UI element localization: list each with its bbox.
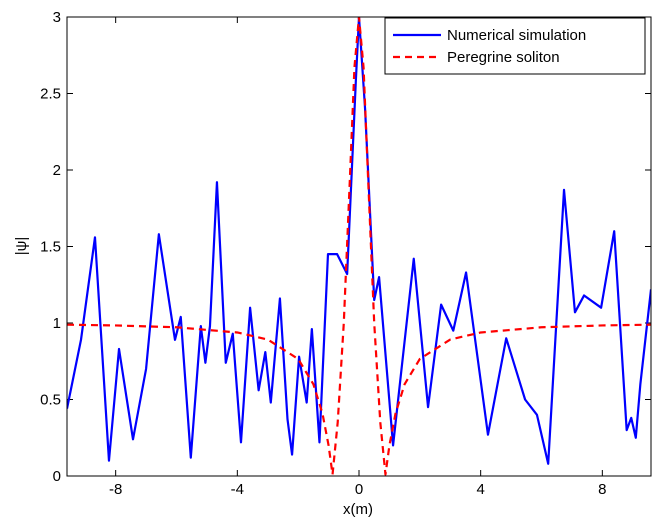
axes-box xyxy=(66,16,652,477)
x-tick-label: -4 xyxy=(231,481,244,498)
x-tick-label: -8 xyxy=(109,481,122,498)
x-tick-label: 0 xyxy=(355,481,363,498)
x-tick-label: 8 xyxy=(598,481,606,498)
y-tick-label: 1 xyxy=(53,315,61,332)
y-tick-label: 2 xyxy=(53,162,61,179)
y-axis-label: |ψ| xyxy=(13,237,30,256)
legend-label: Numerical simulation xyxy=(447,27,586,44)
y-tick-label: 2.5 xyxy=(40,86,61,103)
y-tick-label: 3 xyxy=(53,9,61,26)
y-tick-label: 1.5 xyxy=(40,239,61,256)
x-tick-label: 4 xyxy=(476,481,484,498)
y-tick-label: 0.5 xyxy=(40,392,61,409)
y-tick-label: 0 xyxy=(53,468,61,485)
x-axis-label: x(m) xyxy=(343,501,373,518)
plot-area xyxy=(67,17,651,476)
legend-box xyxy=(384,17,646,75)
series-line xyxy=(67,17,651,476)
legend-label: Peregrine soliton xyxy=(447,49,560,66)
